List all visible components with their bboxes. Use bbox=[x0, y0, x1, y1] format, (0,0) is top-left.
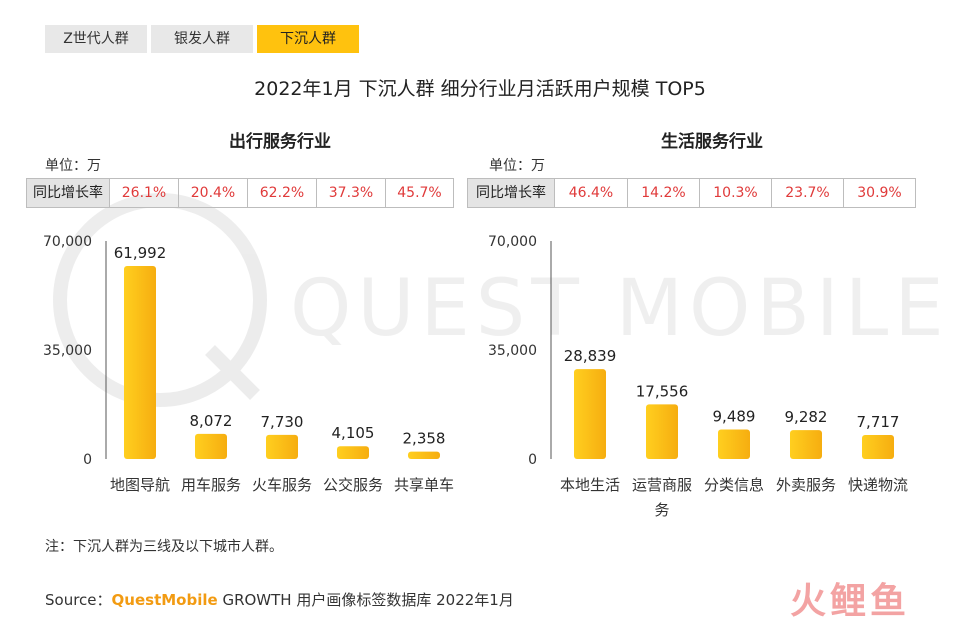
y-tick-label: 0 bbox=[528, 452, 537, 468]
bar bbox=[790, 430, 822, 459]
x-tick-label: 务 bbox=[654, 501, 669, 519]
x-tick-label: 外卖服务 bbox=[776, 476, 836, 494]
growth-value: 23.7% bbox=[771, 179, 843, 207]
growth-value: 37.3% bbox=[316, 179, 385, 207]
growth-header: 同比增长率 bbox=[27, 179, 109, 207]
data-label: 7,717 bbox=[857, 413, 900, 431]
tab-lower-tier[interactable]: 下沉人群 bbox=[257, 25, 359, 53]
bar bbox=[195, 433, 227, 459]
x-tick-label: 本地生活 bbox=[560, 476, 620, 494]
x-tick-label: 用车服务 bbox=[181, 476, 241, 494]
source-text: GROWTH 用户画像标签数据库 2022年1月 bbox=[217, 591, 514, 609]
growth-value: 46.4% bbox=[554, 179, 627, 207]
data-label: 9,282 bbox=[785, 408, 828, 426]
bar bbox=[337, 446, 369, 459]
growth-value: 30.9% bbox=[843, 179, 915, 207]
left-growth-table: 同比增长率 26.1% 20.4% 62.2% 37.3% 45.7% bbox=[26, 178, 454, 208]
left-section-title: 出行服务行业 bbox=[229, 132, 331, 152]
growth-value: 45.7% bbox=[385, 179, 453, 207]
data-label: 17,556 bbox=[636, 382, 689, 400]
tab-bar: Z世代人群 银发人群 下沉人群 bbox=[45, 25, 359, 53]
growth-value: 14.2% bbox=[627, 179, 699, 207]
right-growth-table: 同比增长率 46.4% 14.2% 10.3% 23.7% 30.9% bbox=[467, 178, 916, 208]
data-label: 4,105 bbox=[332, 424, 375, 442]
tab-silver[interactable]: 银发人群 bbox=[151, 25, 253, 53]
growth-header: 同比增长率 bbox=[468, 179, 554, 207]
bar bbox=[718, 429, 750, 459]
left-unit-label: 单位：万 bbox=[45, 158, 101, 174]
chart-title: 2022年1月 下沉人群 细分行业月活跃用户规模 TOP5 bbox=[254, 78, 706, 100]
y-tick-label: 35,000 bbox=[488, 343, 537, 359]
growth-value: 10.3% bbox=[699, 179, 771, 207]
x-tick-label: 共享单车 bbox=[394, 476, 454, 494]
growth-value: 26.1% bbox=[109, 179, 178, 207]
left-bar-chart: 0 35,000 70,000 61,992 地图导航 8,072 用车服务 7,730 火车服… bbox=[43, 234, 454, 494]
x-tick-label: 火车服务 bbox=[252, 476, 312, 494]
x-tick-label: 地图导航 bbox=[110, 476, 170, 494]
bar bbox=[574, 369, 606, 459]
bar bbox=[124, 265, 156, 459]
source-line: Source：QuestMobile GROWTH 用户画像标签数据库 2022… bbox=[45, 589, 514, 610]
data-label: 8,072 bbox=[190, 412, 233, 430]
bar bbox=[646, 404, 678, 459]
y-tick-label: 70,000 bbox=[488, 234, 537, 250]
data-label: 61,992 bbox=[114, 244, 167, 262]
y-tick-label: 35,000 bbox=[43, 343, 92, 359]
data-label: 9,489 bbox=[713, 407, 756, 425]
tab-gen-z[interactable]: Z世代人群 bbox=[45, 25, 147, 53]
growth-value: 62.2% bbox=[247, 179, 316, 207]
x-tick-label: 分类信息 bbox=[704, 476, 764, 494]
x-tick-label: 公交服务 bbox=[323, 476, 383, 494]
right-section-title: 生活服务行业 bbox=[661, 132, 763, 152]
data-label: 28,839 bbox=[564, 347, 617, 365]
footnote: 注：下沉人群为三线及以下城市人群。 bbox=[45, 539, 283, 555]
data-label: 2,358 bbox=[403, 430, 446, 448]
bar bbox=[862, 434, 894, 459]
logo: 火鲤鱼 bbox=[790, 581, 911, 622]
growth-value: 20.4% bbox=[178, 179, 247, 207]
y-tick-label: 0 bbox=[83, 452, 92, 468]
x-tick-label: 快递物流 bbox=[848, 476, 908, 494]
source-prefix: Source： bbox=[45, 591, 112, 609]
data-label: 7,730 bbox=[261, 413, 304, 431]
source-brand: QuestMobile bbox=[111, 591, 218, 609]
x-tick-label: 运营商服 bbox=[632, 476, 692, 494]
bar bbox=[266, 434, 298, 459]
y-tick-label: 70,000 bbox=[43, 234, 92, 250]
right-unit-label: 单位：万 bbox=[489, 158, 545, 174]
bar bbox=[408, 451, 440, 459]
